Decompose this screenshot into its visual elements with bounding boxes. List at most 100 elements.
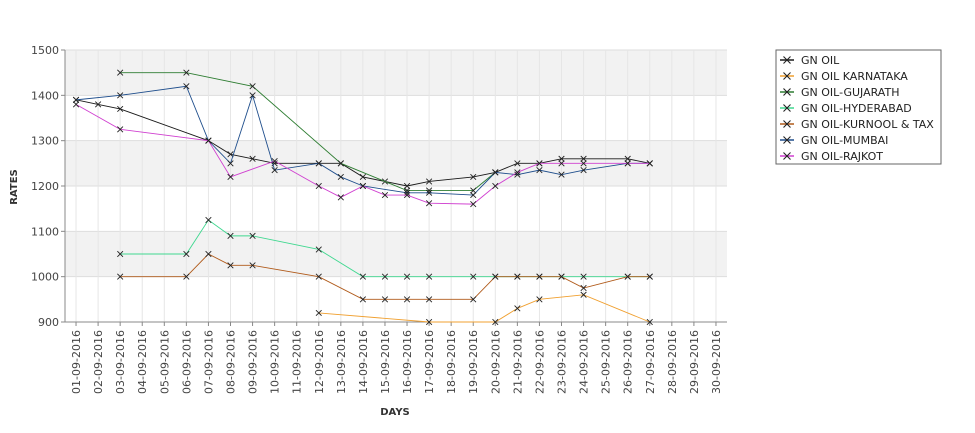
y-tick-label: 1200 [31, 180, 59, 193]
y-axis-ticks: 900 1000 1100 1200 1300 1400 1500 [31, 44, 65, 329]
x-tick-label: 06-09-2016 [180, 330, 193, 394]
data-point [624, 160, 631, 167]
series-line [120, 253, 650, 300]
data-point [624, 155, 631, 162]
data-point [337, 194, 344, 201]
x-tick-label: 20-09-2016 [489, 330, 502, 394]
x-tick-label: 01-09-2016 [70, 330, 83, 394]
x-tick-label: 12-09-2016 [313, 330, 326, 394]
data-point [94, 101, 102, 108]
data-point [271, 157, 278, 165]
x-tick-label: 02-09-2016 [92, 330, 105, 394]
data-point [514, 160, 521, 167]
data-point [117, 126, 124, 133]
data-point [227, 262, 234, 269]
x-tick-label: 23-09-2016 [556, 330, 569, 394]
data-point [249, 155, 256, 162]
data-point [359, 296, 367, 303]
data-point [470, 191, 477, 199]
data-point [558, 171, 565, 178]
data-point [514, 169, 521, 176]
x-axis-title: DAYS [380, 407, 410, 418]
data-point [72, 101, 80, 108]
legend-item: GN OIL-GUJARATH [780, 86, 899, 99]
data-point [117, 69, 124, 76]
data-point [580, 155, 587, 162]
x-tick-label: 21-09-2016 [511, 330, 524, 394]
legend: GN OIL GN OIL KARNATAKA GN OIL-GUJARATH GN … [775, 49, 942, 165]
legend-label: GN OIL KARNATAKA [801, 70, 908, 83]
data-point [359, 182, 367, 190]
data-point [117, 250, 124, 258]
legend-label: GN OIL-MUMBAI [801, 134, 888, 147]
data-point [580, 291, 587, 298]
data-point [249, 92, 256, 99]
x-tick-label: 07-09-2016 [202, 330, 215, 394]
data-point [514, 273, 521, 280]
y-axis-title: RATES [9, 169, 20, 205]
y-tick-label: 1500 [31, 44, 59, 57]
y-tick-label: 1300 [31, 135, 59, 148]
data-point [492, 273, 499, 280]
data-point [646, 318, 653, 326]
x-tick-label: 15-09-2016 [379, 330, 392, 394]
series [72, 101, 653, 208]
x-tick-label: 19-09-2016 [467, 330, 480, 394]
data-point [315, 246, 322, 253]
data-point [536, 273, 543, 280]
data-point [359, 273, 367, 280]
data-point [205, 216, 212, 224]
y-tick-label: 1100 [31, 225, 59, 238]
data-point [470, 201, 477, 208]
data-point [205, 250, 212, 258]
data-point [425, 200, 433, 207]
legend-label: GN OIL-GUJARATH [801, 86, 899, 99]
x-tick-label: 09-09-2016 [247, 330, 260, 394]
data-point [183, 250, 190, 258]
x-tick-label: 04-09-2016 [136, 330, 149, 394]
data-point [403, 182, 411, 190]
data-point [117, 92, 124, 99]
plot-band [65, 95, 727, 141]
series-line [120, 219, 650, 278]
legend-box [775, 49, 942, 165]
data-point [492, 318, 499, 326]
data-point [425, 318, 433, 326]
data-point [72, 96, 80, 103]
x-tick-label: 08-09-2016 [225, 330, 238, 394]
legend-item: GN OIL KARNATAKA [780, 70, 908, 83]
data-point [470, 273, 477, 280]
data-point [536, 296, 543, 303]
data-point [183, 69, 190, 76]
data-point [580, 167, 587, 174]
legend-item: GN OIL [780, 54, 840, 67]
data-point [183, 83, 190, 90]
data-point [315, 309, 322, 317]
data-point [381, 273, 389, 280]
data-point [624, 273, 631, 280]
data-point [315, 273, 322, 280]
data-point [403, 296, 411, 303]
data-point [249, 83, 256, 90]
data-point [536, 160, 543, 167]
x-tick-label: 18-09-2016 [445, 330, 458, 394]
data-point [117, 273, 124, 280]
data-point [492, 182, 499, 190]
data-point [580, 160, 587, 167]
data-point [117, 105, 124, 113]
data-point [558, 155, 565, 162]
data-point [580, 284, 587, 292]
data-point [403, 191, 411, 199]
series-line [75, 85, 650, 196]
data-point [249, 262, 256, 269]
data-point [337, 173, 344, 181]
y-tick-label: 1400 [31, 89, 59, 102]
data-point [227, 173, 234, 181]
data-point [249, 232, 256, 239]
data-point [492, 169, 499, 176]
series-layer [72, 69, 653, 326]
data-point [646, 273, 653, 280]
data-point [205, 137, 212, 144]
x-tick-label: 29-09-2016 [688, 330, 701, 394]
